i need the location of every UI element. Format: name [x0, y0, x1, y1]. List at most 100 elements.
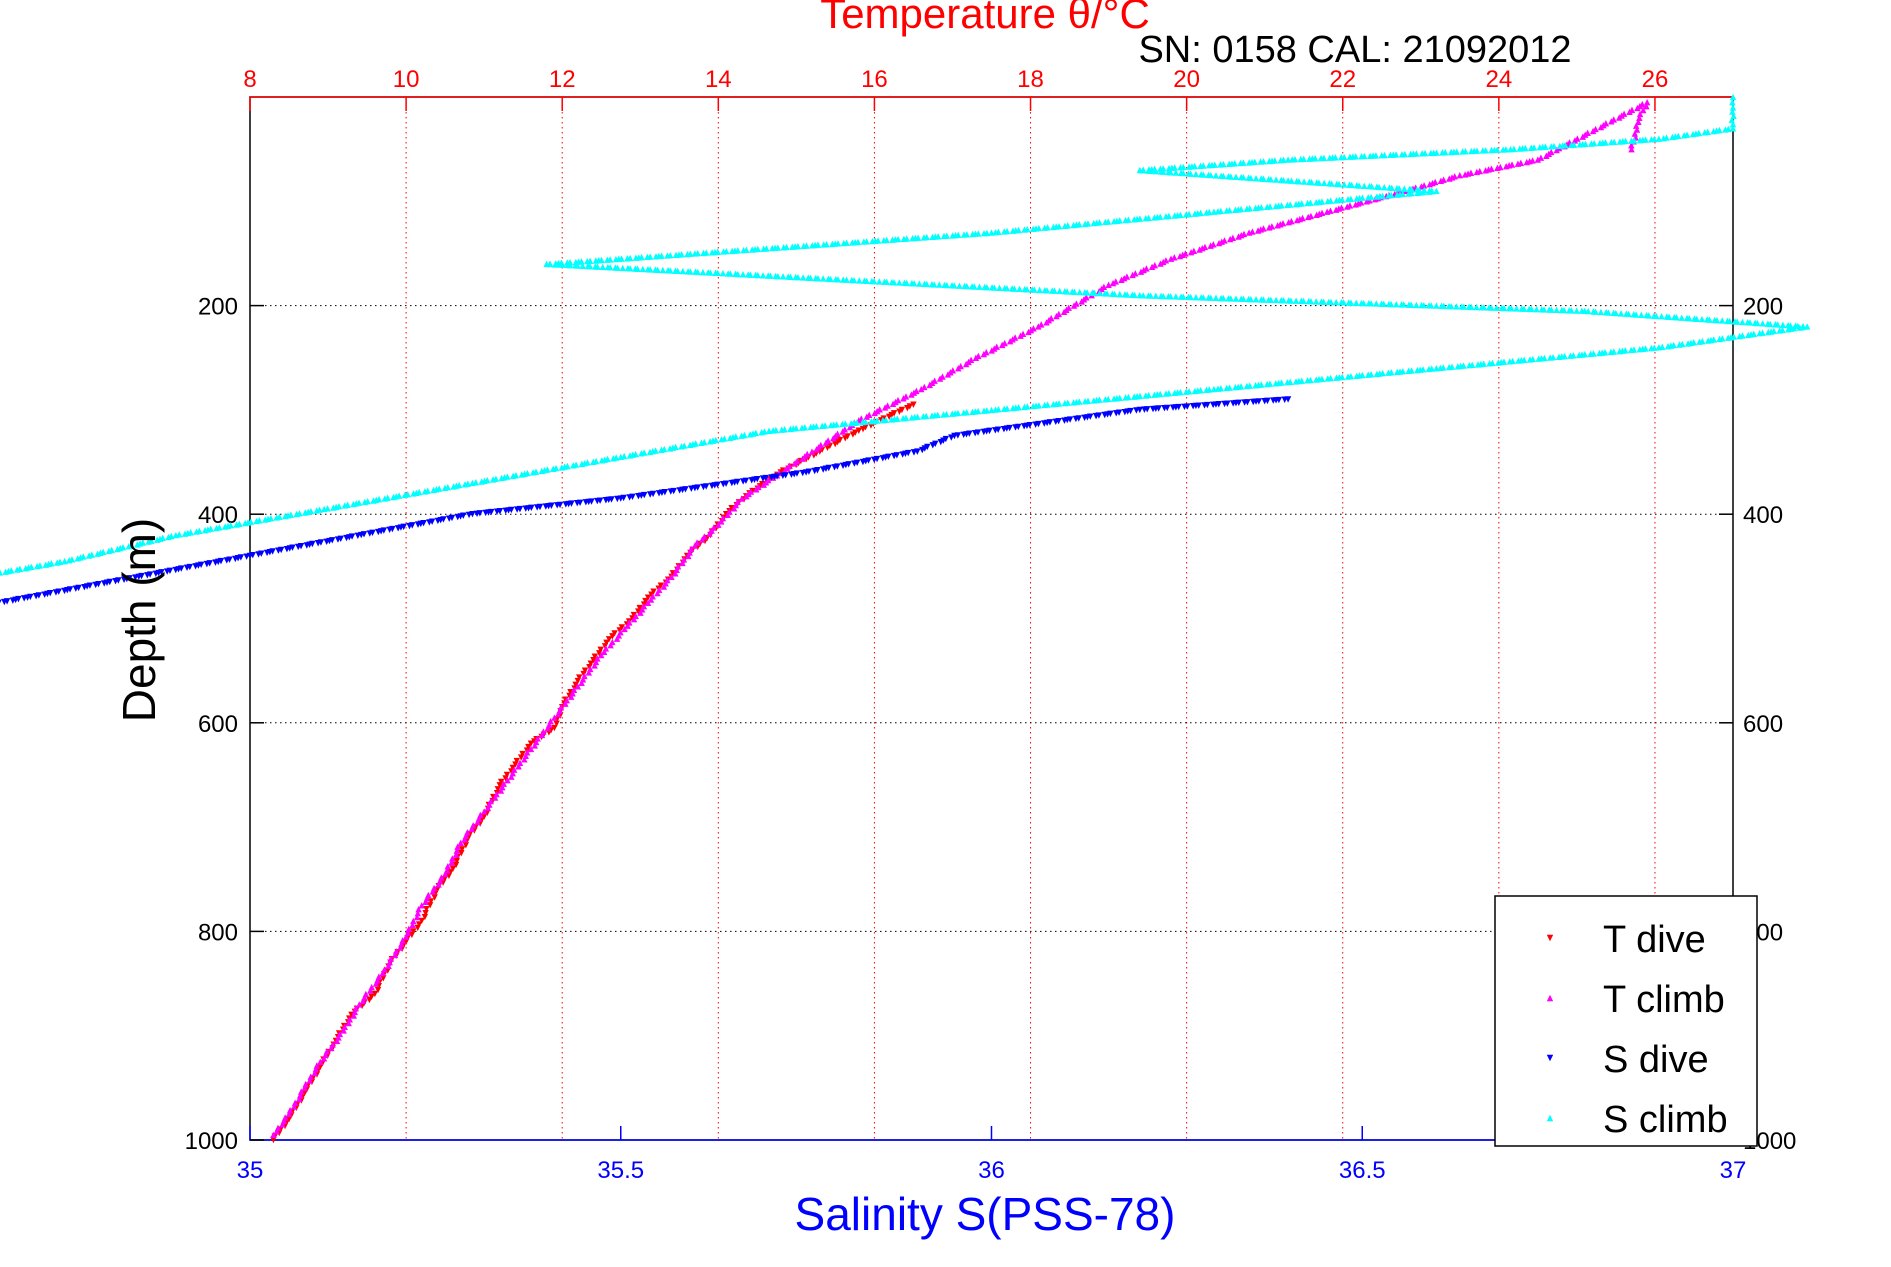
data-trail-point — [1513, 305, 1519, 311]
tick-label-salinity: 37 — [1720, 1157, 1747, 1184]
data-trail-point — [740, 271, 746, 277]
data-trail-point — [1533, 306, 1539, 312]
data-trail-point — [1719, 317, 1725, 323]
tick-label-depth-right: 200 — [1743, 294, 1783, 321]
data-trail-point — [1361, 183, 1367, 189]
data-trail-point — [1321, 180, 1327, 186]
data-trail-point — [896, 279, 902, 285]
data-trail-point — [856, 277, 862, 283]
chart-title: Temperature θ/°C — [820, 0, 1150, 37]
tick-label-temperature: 12 — [549, 66, 576, 93]
data-trail-point — [976, 284, 982, 290]
data-trail-point — [956, 282, 962, 288]
data-trail-point — [1679, 314, 1685, 320]
data-trail-point — [1056, 288, 1062, 294]
data-trail-point — [1233, 295, 1239, 301]
data-trail-point — [1598, 309, 1604, 315]
data-trail-point — [800, 274, 806, 280]
data-trail-point — [1759, 320, 1765, 326]
data-trail-point — [1573, 307, 1579, 313]
data-trail-point — [1213, 172, 1219, 178]
data-trail-point — [1373, 300, 1379, 306]
data-trail-point — [1016, 286, 1022, 292]
data-trail-point — [1313, 298, 1319, 304]
data-trail-point — [1401, 185, 1407, 191]
data-trail-point — [1153, 293, 1159, 299]
tick-label-salinity: 36 — [978, 1157, 1005, 1184]
legend-label: S dive — [1603, 1039, 1709, 1081]
data-trail-point — [936, 281, 942, 287]
data-trail-point — [1353, 300, 1359, 306]
data-trail-point — [1213, 295, 1219, 301]
data-trail-point — [1393, 301, 1399, 307]
data-trail-point — [620, 265, 626, 271]
data-trail-point — [1076, 289, 1082, 295]
data-trail-point — [720, 270, 726, 276]
data-trail-point — [1301, 178, 1307, 184]
data-trail-point — [0, 600, 2, 606]
data-trail-point — [1553, 307, 1559, 313]
tick-label-depth-right: 600 — [1743, 711, 1783, 738]
series-t-dive — [270, 401, 916, 1143]
tick-label-depth-left: 200 — [198, 294, 238, 321]
data-trail-point — [1233, 174, 1239, 180]
data-trail-point — [1473, 304, 1479, 310]
tick-label-depth-right: 400 — [1743, 502, 1783, 529]
tick-label-temperature: 8 — [243, 66, 256, 93]
tick-label-temperature: 18 — [1017, 66, 1044, 93]
series-s-dive — [0, 396, 1291, 1133]
data-trail-point — [0, 569, 3, 575]
data-trail-point — [1193, 171, 1199, 177]
data-trail-point — [1193, 294, 1199, 300]
data-trail-point — [1413, 302, 1419, 308]
tick-label-temperature: 10 — [393, 66, 420, 93]
data-trail-point — [700, 269, 706, 275]
tick-label-depth-left: 800 — [198, 919, 238, 946]
data-trail-point — [1433, 302, 1439, 308]
data-trail-point — [780, 273, 786, 279]
data-trail-point — [1253, 296, 1259, 302]
tick-label-depth-left: 1000 — [185, 1128, 238, 1155]
tick-label-depth-left: 600 — [198, 711, 238, 738]
data-trail-point — [1699, 316, 1705, 322]
data-trail-point — [1293, 297, 1299, 303]
data-trail-point — [1453, 303, 1459, 309]
data-trail-point — [1273, 176, 1279, 182]
data-trail-point — [600, 264, 606, 270]
data-trail-point — [760, 272, 766, 278]
data-trail-point — [916, 280, 922, 286]
chart-subtitle: SN: 0158 CAL: 21092012 — [1138, 29, 1571, 71]
data-point-s-climb — [766, 428, 772, 434]
data-trail-point — [1658, 313, 1664, 319]
tick-label-temperature: 16 — [861, 66, 888, 93]
data-point-t-climb — [1644, 99, 1650, 105]
tick-label-temperature: 14 — [705, 66, 732, 93]
data-trail-point — [876, 278, 882, 284]
data-trail-point — [996, 285, 1002, 291]
data-trail-point — [1333, 299, 1339, 305]
data-trail-point — [1036, 287, 1042, 293]
data-point-s-climb — [61, 558, 67, 564]
data-trail-point — [1618, 310, 1624, 316]
legend-label: S climb — [1603, 1099, 1728, 1141]
data-trail-point — [1638, 312, 1644, 318]
tick-label-temperature: 26 — [1642, 66, 1669, 93]
data-trail-point — [660, 267, 666, 273]
data-trail-point — [640, 266, 646, 272]
x-axis-label-salinity: Salinity S(PSS-78) — [795, 1188, 1176, 1240]
y-axis-label: Depth (m) — [113, 518, 165, 722]
data-trail-point — [1780, 322, 1786, 328]
data-trail-point — [820, 275, 826, 281]
data-trail-point — [1341, 181, 1347, 187]
data-point-t-climb — [1457, 172, 1463, 178]
tick-label-salinity: 35.5 — [597, 1157, 644, 1184]
data-trail-point — [1381, 184, 1387, 190]
data-trail-point — [1253, 175, 1259, 181]
data-trail-point — [1117, 291, 1123, 297]
series-t-climb — [270, 99, 1650, 1138]
data-trail-point — [1273, 297, 1279, 303]
tick-label-salinity: 35 — [237, 1157, 264, 1184]
